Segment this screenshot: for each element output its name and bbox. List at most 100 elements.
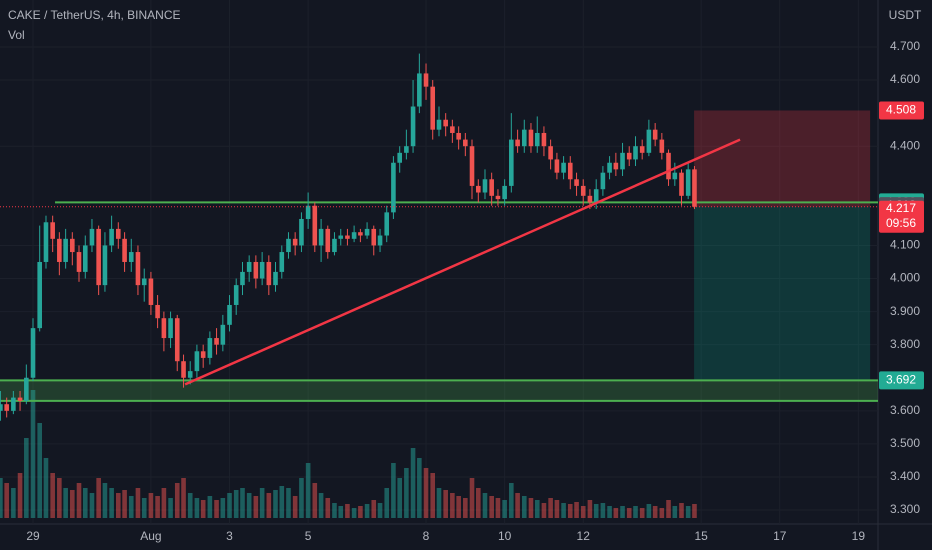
y-tick-label: 4.100 — [890, 238, 920, 252]
volume-bar — [24, 438, 29, 518]
candle-body — [666, 152, 671, 180]
volume-bar — [286, 488, 291, 518]
candle-body — [200, 351, 206, 358]
volume-label: Vol — [8, 28, 25, 42]
x-tick-label: 3 — [226, 529, 233, 543]
candle-body — [76, 252, 82, 272]
volume-bar — [391, 463, 396, 518]
candle-body — [443, 119, 448, 127]
volume-bar — [377, 503, 383, 518]
volume-bar — [423, 468, 429, 518]
volume-bar — [63, 488, 68, 518]
candle-body — [246, 261, 252, 272]
volume-bar — [338, 506, 344, 518]
candle-body — [266, 261, 272, 286]
volume-bar — [404, 468, 409, 518]
candle-body — [692, 169, 697, 207]
candle-body — [220, 324, 226, 345]
volume-bar — [384, 488, 390, 518]
volume-bar — [50, 473, 55, 518]
x-tick-label: 10 — [498, 529, 512, 543]
volume-bar — [443, 490, 448, 518]
volume-bar — [436, 488, 442, 518]
volume-bar — [11, 488, 16, 518]
volume-bar — [135, 488, 141, 518]
candle-body — [679, 172, 684, 196]
volume-bar — [397, 478, 402, 518]
candle-body — [626, 152, 632, 160]
volume-bar — [646, 504, 652, 518]
volume-bar — [633, 506, 638, 518]
candle-body — [567, 162, 573, 180]
price-tag-label: 3.692 — [886, 373, 916, 387]
volume-bar — [548, 498, 553, 518]
candle-body — [338, 235, 344, 239]
candle-body — [548, 146, 553, 160]
candle-body — [600, 172, 606, 190]
candle-body — [639, 146, 645, 153]
trendline — [184, 138, 741, 386]
volume-bar — [89, 493, 95, 518]
volume-bar — [528, 498, 534, 518]
candle-body — [456, 132, 461, 140]
volume-bar — [37, 423, 42, 518]
candle-body — [633, 146, 638, 160]
last-price-label: 4.217 — [886, 201, 916, 215]
volume-bar — [181, 478, 186, 518]
volume-bar — [57, 478, 62, 518]
candle-body — [299, 218, 304, 246]
volume-bar — [299, 478, 304, 518]
volume-bar — [312, 483, 318, 518]
x-tick-label: 15 — [694, 529, 708, 543]
volume-bar — [371, 500, 377, 518]
volume-bar — [102, 483, 108, 518]
candle-body — [521, 129, 527, 147]
volume-bar — [207, 496, 213, 518]
x-tick-label: 12 — [577, 529, 591, 543]
candle-body — [155, 304, 160, 319]
volume-bar — [227, 493, 232, 518]
candle-body — [253, 261, 259, 279]
volume-bar — [666, 500, 671, 518]
candle-body — [495, 195, 501, 200]
candle-body — [194, 351, 200, 372]
y-tick-label: 3.300 — [890, 502, 920, 516]
candle-body — [279, 252, 285, 272]
volume-bar — [305, 463, 311, 518]
volume-bar — [187, 493, 193, 518]
y-tick-label: 3.500 — [890, 436, 920, 450]
candle-body — [417, 73, 422, 107]
price-tag — [879, 101, 924, 120]
candle-body — [89, 228, 95, 246]
volume-bar — [613, 508, 619, 518]
volume-bar — [495, 498, 501, 518]
candle-body — [148, 278, 154, 305]
candle-body — [70, 238, 75, 253]
volume-bar — [345, 504, 350, 518]
volume-bar — [240, 488, 245, 518]
candle-body — [489, 179, 494, 196]
y-tick-label: 3.600 — [890, 403, 920, 417]
candle-body — [240, 271, 245, 286]
candle-body — [345, 235, 350, 239]
volume-bar — [430, 473, 436, 518]
volume-bar — [620, 506, 625, 518]
volume-bar — [155, 496, 160, 518]
volume-bar — [456, 496, 461, 518]
candle-body — [371, 228, 377, 246]
volume-bar — [174, 483, 180, 518]
volume-bar — [82, 488, 88, 518]
price-tag — [879, 371, 924, 390]
volume-bar — [692, 504, 697, 518]
volume-bar — [220, 498, 226, 518]
candle-body — [515, 139, 520, 147]
candle-body — [128, 252, 134, 262]
candle-body — [685, 169, 691, 196]
candle-body — [187, 371, 193, 378]
candle-body — [227, 304, 232, 325]
volume-bar — [521, 496, 527, 518]
volume-bar — [259, 488, 265, 518]
candle-body — [37, 261, 42, 329]
